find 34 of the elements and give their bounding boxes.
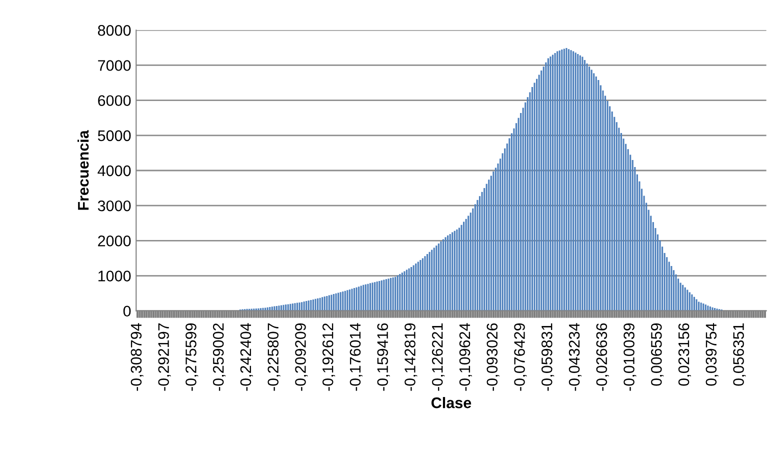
x-tick-label: -0,308794 xyxy=(130,323,144,391)
x-tick-label: 0,039754 xyxy=(706,323,718,386)
x-tick-label: -0,275599 xyxy=(186,323,198,391)
x-tick-label: -0,292197 xyxy=(158,323,171,391)
x-tick-label: -0,026636 xyxy=(596,323,609,391)
x-tick-label: -0,259002 xyxy=(212,323,226,391)
x-tick-label: -0,109624 xyxy=(459,323,472,391)
y-axis-title: Frecuencia xyxy=(78,130,89,210)
y-tick-label: 5000 xyxy=(98,130,131,142)
x-tick-label: -0,093026 xyxy=(486,323,500,391)
y-tick-label: 1000 xyxy=(98,270,131,282)
x-tick-label: -0,076429 xyxy=(514,323,527,391)
y-tick-label: 2000 xyxy=(98,236,131,246)
x-tick-label: -0,225807 xyxy=(268,323,280,391)
x-tick-label: -0,176014 xyxy=(350,323,362,391)
x-tick-label: -0,043234 xyxy=(568,323,582,391)
x-tick-label: 0,056351 xyxy=(733,323,746,386)
x-tick-label: -0,209209 xyxy=(295,323,308,391)
x-tick-label: -0,192612 xyxy=(322,323,336,391)
y-tick-label: 8000 xyxy=(98,25,131,36)
x-tick-label: 0,023156 xyxy=(678,323,692,386)
x-tick-label: -0,242404 xyxy=(240,323,253,391)
y-tick-label: 7000 xyxy=(98,60,131,71)
x-tick-label: 0,006559 xyxy=(651,323,664,386)
x-tick-label: -0,059831 xyxy=(541,323,554,391)
x-tick-label: -0,142819 xyxy=(404,323,418,391)
x-tick-label: -0,010039 xyxy=(624,323,636,391)
y-tick-label: 0 xyxy=(123,306,131,317)
y-tick-label: 4000 xyxy=(98,165,131,176)
y-tick-label: 3000 xyxy=(98,200,131,212)
y-tick-label: 6000 xyxy=(98,95,131,106)
x-tick-label: -0,126221 xyxy=(432,323,445,391)
x-axis-title: Clase xyxy=(431,397,472,408)
x-tick-label: -0,159416 xyxy=(377,323,390,391)
